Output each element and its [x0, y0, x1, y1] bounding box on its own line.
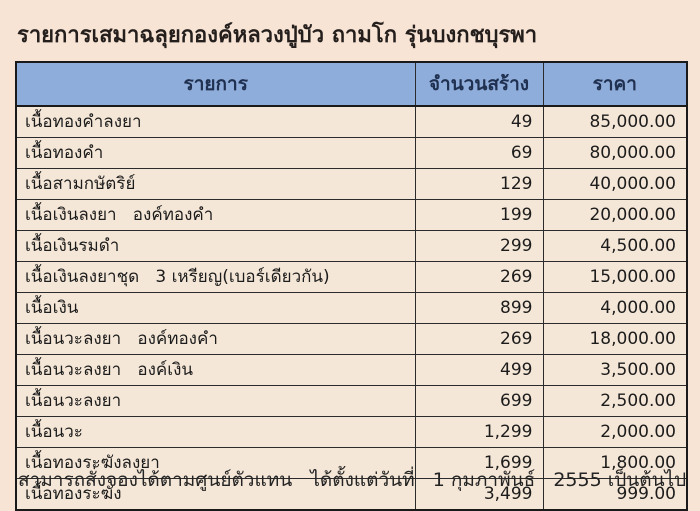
cell-item: เนื้อเงินรมดำ	[15, 230, 416, 262]
footer-note: สามารถสั่งจองได้ตามศูนย์ตัวแทน ได้ตั้งแต…	[18, 469, 687, 491]
cell-price: 20,000.00	[542, 199, 688, 231]
cell-price: 4,000.00	[542, 292, 688, 324]
table-header-row: รายการ จำนวนสร้าง ราคา	[15, 61, 688, 107]
table-row: เนื้อเงินลงยา องค์ทองคำ 199 20,000.00	[15, 199, 688, 231]
table-row: เนื้อทองระฆังลงยา 1,699 1,800.00	[15, 447, 688, 479]
cell-price: 1,800.00	[542, 447, 688, 479]
cell-quantity: 49	[414, 105, 544, 138]
table-row: เนื้อทองคำลงยา 49 85,000.00	[15, 105, 688, 138]
table-row: เนื้อนวะ 1,299 2,000.00	[15, 416, 688, 448]
cell-quantity: 499	[414, 354, 544, 386]
column-header-price: ราคา	[542, 61, 688, 107]
cell-price: 80,000.00	[542, 137, 688, 169]
column-header-item: รายการ	[15, 61, 416, 107]
cell-quantity: 1,299	[414, 416, 544, 448]
table-row: เนื้อเงิน 899 4,000.00	[15, 292, 688, 324]
cell-item: เนื้อนวะลงยา องค์เงิน	[15, 354, 416, 386]
cell-item: เนื้อเงินลงยา องค์ทองคำ	[15, 199, 416, 231]
cell-price: 4,500.00	[542, 230, 688, 262]
cell-quantity: 899	[414, 292, 544, 324]
table-row: เนื้อสามกษัตริย์ 129 40,000.00	[15, 168, 688, 200]
cell-price: 85,000.00	[542, 105, 688, 138]
cell-quantity: 129	[414, 168, 544, 200]
cell-item: เนื้อเงินลงยาชุด 3 เหรียญ(เบอร์เดียวกัน)	[15, 261, 416, 293]
column-header-quantity: จำนวนสร้าง	[414, 61, 544, 107]
cell-price: 2,500.00	[542, 385, 688, 417]
cell-quantity: 269	[414, 261, 544, 293]
cell-price: 3,500.00	[542, 354, 688, 386]
table-row: เนื้อนวะลงยา องค์ทองคำ 269 18,000.00	[15, 323, 688, 355]
table-row: เนื้อเงินรมดำ 299 4,500.00	[15, 230, 688, 262]
cell-quantity: 269	[414, 323, 544, 355]
cell-item: เนื้อทองระฆังลงยา	[15, 447, 416, 479]
cell-quantity: 699	[414, 385, 544, 417]
cell-item: เนื้อนวะลงยา องค์ทองคำ	[15, 323, 416, 355]
cell-item: เนื้อนวะลงยา	[15, 385, 416, 417]
cell-quantity: 299	[414, 230, 544, 262]
table-body: เนื้อทองคำลงยา 49 85,000.00 เนื้อทองคำ 69 80,…	[15, 105, 688, 511]
cell-price: 2,000.00	[542, 416, 688, 448]
cell-quantity: 69	[414, 137, 544, 169]
cell-quantity: 199	[414, 199, 544, 231]
page-title: รายการเสมาฉลุยกองค์หลวงปู่บัว ถามโก รุ่น…	[17, 23, 538, 48]
table-row: เนื้อนวะลงยา องค์เงิน 499 3,500.00	[15, 354, 688, 386]
table-row: เนื้อเงินลงยาชุด 3 เหรียญ(เบอร์เดียวกัน)…	[15, 261, 688, 293]
cell-item: เนื้อนวะ	[15, 416, 416, 448]
price-table: รายการ จำนวนสร้าง ราคา เนื้อทองคำลงยา 49 8…	[15, 61, 688, 511]
table-row: เนื้อนวะลงยา 699 2,500.00	[15, 385, 688, 417]
cell-price: 18,000.00	[542, 323, 688, 355]
cell-item: เนื้อเงิน	[15, 292, 416, 324]
cell-price: 15,000.00	[542, 261, 688, 293]
cell-item: เนื้อทองคำ	[15, 137, 416, 169]
cell-item: เนื้อทองคำลงยา	[15, 105, 416, 138]
cell-price: 40,000.00	[542, 168, 688, 200]
cell-item: เนื้อสามกษัตริย์	[15, 168, 416, 200]
table-row: เนื้อทองคำ 69 80,000.00	[15, 137, 688, 169]
table-header: รายการ จำนวนสร้าง ราคา	[15, 61, 688, 107]
